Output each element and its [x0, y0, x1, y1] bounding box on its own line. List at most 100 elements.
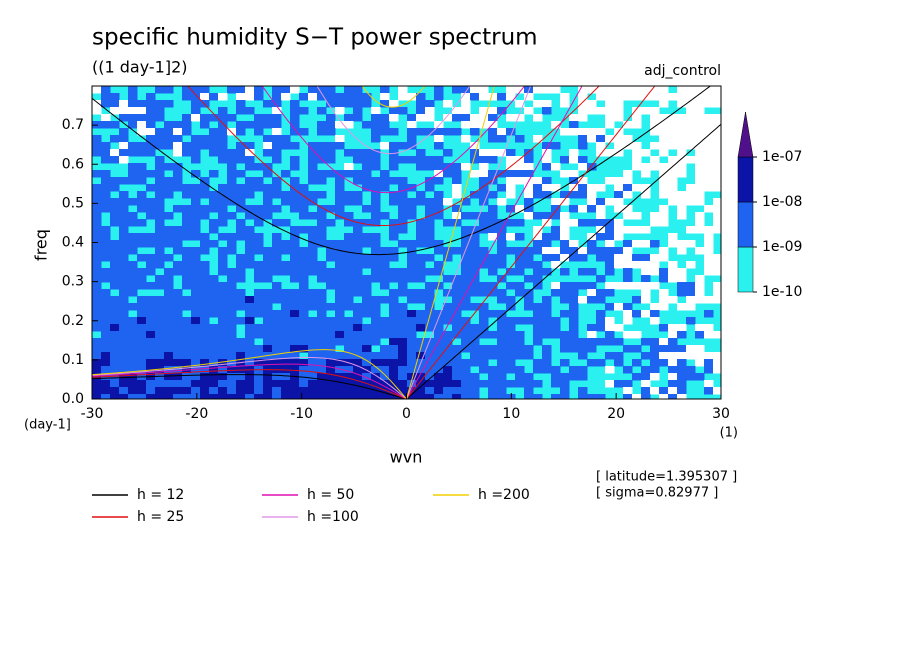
contour-cell	[353, 240, 363, 248]
contour-cell	[605, 86, 615, 94]
contour-cell	[596, 142, 606, 150]
contour-cell	[290, 240, 300, 248]
contour-cell	[164, 135, 174, 143]
contour-cell	[155, 282, 165, 290]
contour-cell	[416, 240, 426, 248]
contour-cell	[443, 289, 453, 297]
contour-cell	[299, 247, 309, 255]
contour-cell	[191, 184, 201, 192]
contour-cell	[488, 373, 498, 381]
contour-cell	[497, 254, 507, 262]
contour-cell	[371, 303, 381, 311]
contour-cell	[632, 107, 642, 115]
contour-cell	[173, 233, 183, 241]
contour-cell	[326, 366, 336, 374]
contour-cell	[128, 142, 138, 150]
contour-cell	[497, 324, 507, 332]
contour-cell	[191, 352, 201, 360]
contour-cell	[578, 135, 588, 143]
contour-cell	[443, 303, 453, 311]
contour-cell	[452, 289, 462, 297]
contour-cell	[191, 296, 201, 304]
contour-cell	[434, 247, 444, 255]
contour-cell	[398, 184, 408, 192]
contour-cell	[326, 121, 336, 129]
contour-cell	[353, 359, 363, 367]
contour-cell	[254, 163, 264, 171]
contour-cell	[299, 366, 309, 374]
contour-cell	[362, 289, 372, 297]
contour-cell	[506, 331, 516, 339]
contour-cell	[353, 303, 363, 311]
contour-cell	[704, 184, 714, 192]
contour-cell	[515, 317, 525, 325]
contour-cell	[254, 233, 264, 241]
contour-cell	[218, 247, 228, 255]
contour-cell	[344, 303, 354, 311]
contour-cell	[416, 366, 426, 374]
dispersion-curve	[406, 86, 495, 399]
contour-cell	[605, 107, 615, 115]
contour-cell	[641, 184, 651, 192]
x-tick-label: 20	[607, 406, 625, 422]
contour-cell	[704, 359, 714, 367]
contour-cell	[119, 191, 129, 199]
contour-cell	[281, 338, 291, 346]
contour-cell	[389, 254, 399, 262]
contour-cell	[308, 317, 318, 325]
contour-cell	[425, 254, 435, 262]
contour-cell	[191, 205, 201, 213]
contour-cell	[632, 212, 642, 220]
contour-cell	[227, 149, 237, 157]
contour-cell	[245, 359, 255, 367]
contour-cell	[488, 226, 498, 234]
contour-cell	[569, 254, 579, 262]
contour-cell	[461, 226, 471, 234]
contour-cell	[371, 128, 381, 136]
contour-cell	[272, 254, 282, 262]
contour-cell	[110, 317, 120, 325]
x-unit: (1)	[720, 426, 738, 441]
contour-cell	[569, 296, 579, 304]
contour-cell	[542, 100, 552, 108]
contour-cell	[209, 296, 219, 304]
contour-cell	[560, 359, 570, 367]
contour-cell	[479, 352, 489, 360]
contour-cell	[317, 177, 327, 185]
contour-cell	[704, 149, 714, 157]
contour-cell	[533, 100, 543, 108]
contour-cell	[326, 100, 336, 108]
contour-cell	[677, 268, 687, 276]
contour-cell	[137, 149, 147, 157]
contour-cell	[362, 219, 372, 227]
contour-cell	[533, 324, 543, 332]
contour-cell	[218, 345, 228, 353]
contour-cell	[110, 135, 120, 143]
contour-cell	[263, 254, 273, 262]
contour-cell	[200, 240, 210, 248]
contour-cell	[596, 135, 606, 143]
contour-cell	[605, 352, 615, 360]
contour-cell	[92, 282, 102, 290]
contour-cell	[173, 205, 183, 213]
contour-cell	[110, 352, 120, 360]
contour-cell	[344, 149, 354, 157]
contour-cell	[587, 240, 597, 248]
contour-cell	[479, 254, 489, 262]
contour-cell	[263, 394, 273, 399]
contour-cell	[560, 380, 570, 388]
contour-cell	[632, 240, 642, 248]
contour-cell	[353, 282, 363, 290]
contour-cell	[182, 149, 192, 157]
contour-cell	[155, 303, 165, 311]
contour-cell	[245, 93, 255, 101]
contour-cell	[272, 289, 282, 297]
contour-cell	[254, 275, 264, 283]
contour-cell	[290, 387, 300, 395]
contour-cell	[308, 191, 318, 199]
contour-cell	[452, 86, 462, 94]
contour-cell	[650, 345, 660, 353]
contour-cell	[272, 142, 282, 150]
contour-cell	[236, 296, 246, 304]
contour-cell	[551, 373, 561, 381]
